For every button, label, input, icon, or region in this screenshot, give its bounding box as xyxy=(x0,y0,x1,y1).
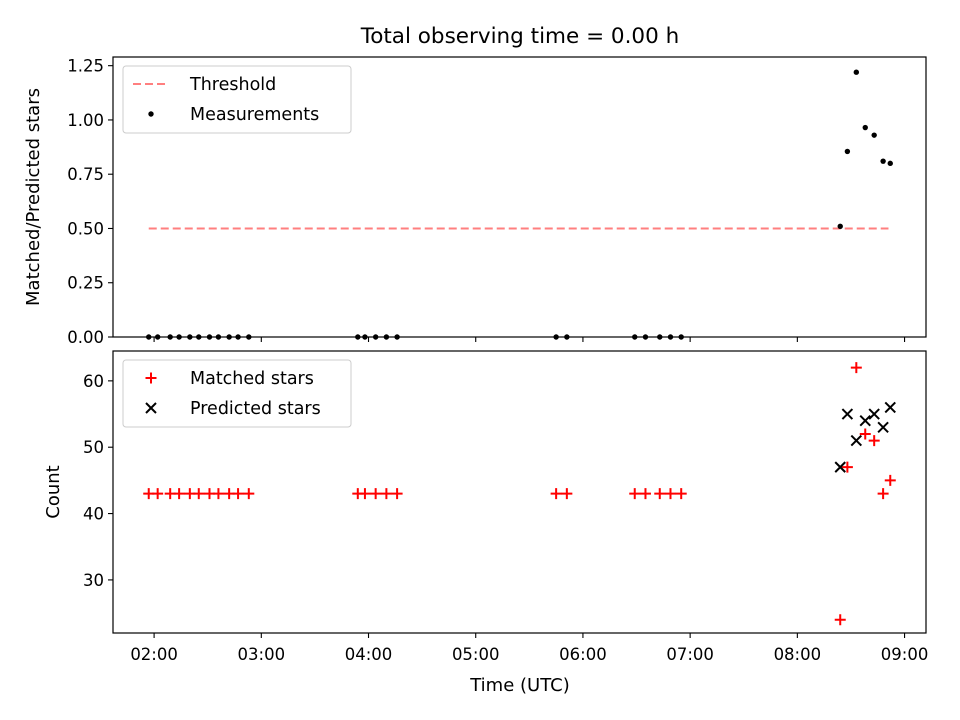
matched-star-point xyxy=(173,488,185,500)
x-tick-label: 06:00 xyxy=(559,645,607,664)
legend-label: Threshold xyxy=(189,75,276,95)
matched-star-point xyxy=(884,474,896,486)
matched-star-point xyxy=(550,488,562,500)
matched-star-point xyxy=(152,488,164,500)
legend-matched-swatch xyxy=(145,372,157,384)
x-axis-label: Time (UTC) xyxy=(469,675,570,696)
y-tick-label: 0.50 xyxy=(67,219,104,238)
matched-star-point xyxy=(841,461,853,473)
legend-label: Matched stars xyxy=(190,369,314,389)
matched-star-point xyxy=(380,488,392,500)
ratio-panel: Matched/Predicted stars 0.00 0.25 0.50 0.75… xyxy=(23,56,927,347)
measurement-point xyxy=(853,69,860,75)
matched-star-point xyxy=(675,488,687,500)
matched-star-point xyxy=(654,488,666,500)
predicted-star-point xyxy=(859,414,871,427)
legend-label: Predicted stars xyxy=(190,399,321,419)
x-tick-label: 05:00 xyxy=(452,645,500,664)
matched-star-point xyxy=(359,488,371,500)
legend-measurement-swatch xyxy=(148,111,154,117)
matched-star-point xyxy=(193,488,205,500)
legend-label: Measurements xyxy=(190,105,319,125)
x-tick-label: 02:00 xyxy=(130,645,178,664)
x-tick-label: 04:00 xyxy=(345,645,393,664)
matched-star-point xyxy=(629,488,641,500)
matched-star-point xyxy=(859,428,871,440)
x-tick-label: 09:00 xyxy=(881,645,929,664)
axes-frame xyxy=(112,350,927,634)
measurement-point xyxy=(837,223,843,230)
y-tick-label: 0.75 xyxy=(67,165,104,184)
y-tick-label: 0.25 xyxy=(67,274,104,293)
matched-star-point xyxy=(370,488,382,500)
y-tick-label: 30 xyxy=(83,571,104,590)
y-tick-label: 60 xyxy=(83,372,104,391)
matched-star-point xyxy=(391,488,403,500)
axes-frame xyxy=(112,56,927,338)
predicted-star-point xyxy=(877,421,889,434)
chart-title: Total observing time = 0.00 h xyxy=(360,24,680,49)
x-tick-label: 08:00 xyxy=(774,645,822,664)
y-tick-label: 0.00 xyxy=(67,328,104,347)
matched-star-point xyxy=(212,488,224,500)
matched-star-point xyxy=(232,488,244,500)
measurement-point xyxy=(871,132,877,138)
predicted-star-point xyxy=(841,408,854,420)
predicted-star-point xyxy=(884,401,896,414)
matched-star-point xyxy=(868,435,880,447)
measurement-point xyxy=(862,124,868,131)
matched-star-point xyxy=(850,362,862,374)
legend-box xyxy=(122,65,352,134)
legend-box xyxy=(122,359,352,428)
matched-star-point xyxy=(243,488,255,500)
y-tick-label: 1.25 xyxy=(67,57,104,76)
measurement-point xyxy=(844,148,851,155)
x-tick-label: 03:00 xyxy=(238,645,286,664)
y-tick-label: 50 xyxy=(83,438,104,457)
y-tick-label: 40 xyxy=(83,505,104,524)
predicted-star-point xyxy=(868,408,880,420)
matched-star-point xyxy=(561,488,573,500)
count-panel: Count 02:00 03:00 04:00 05:00 06:00 07:00 08:0… xyxy=(43,350,929,664)
measurement-point xyxy=(887,160,893,167)
y-tick-label: 1.00 xyxy=(67,111,104,130)
predicted-star-point xyxy=(834,461,846,473)
predicted-star-point xyxy=(850,434,863,447)
matched-star-point xyxy=(639,488,651,500)
matched-star-point xyxy=(834,614,846,626)
y-axis-label: Count xyxy=(43,465,64,518)
measurement-point xyxy=(880,158,886,164)
matched-star-point xyxy=(664,488,676,500)
matched-star-point xyxy=(877,488,889,500)
legend-predicted-swatch xyxy=(145,402,157,414)
x-tick-label: 07:00 xyxy=(666,645,714,664)
y-axis-label: Matched/Predicted stars xyxy=(23,88,44,306)
